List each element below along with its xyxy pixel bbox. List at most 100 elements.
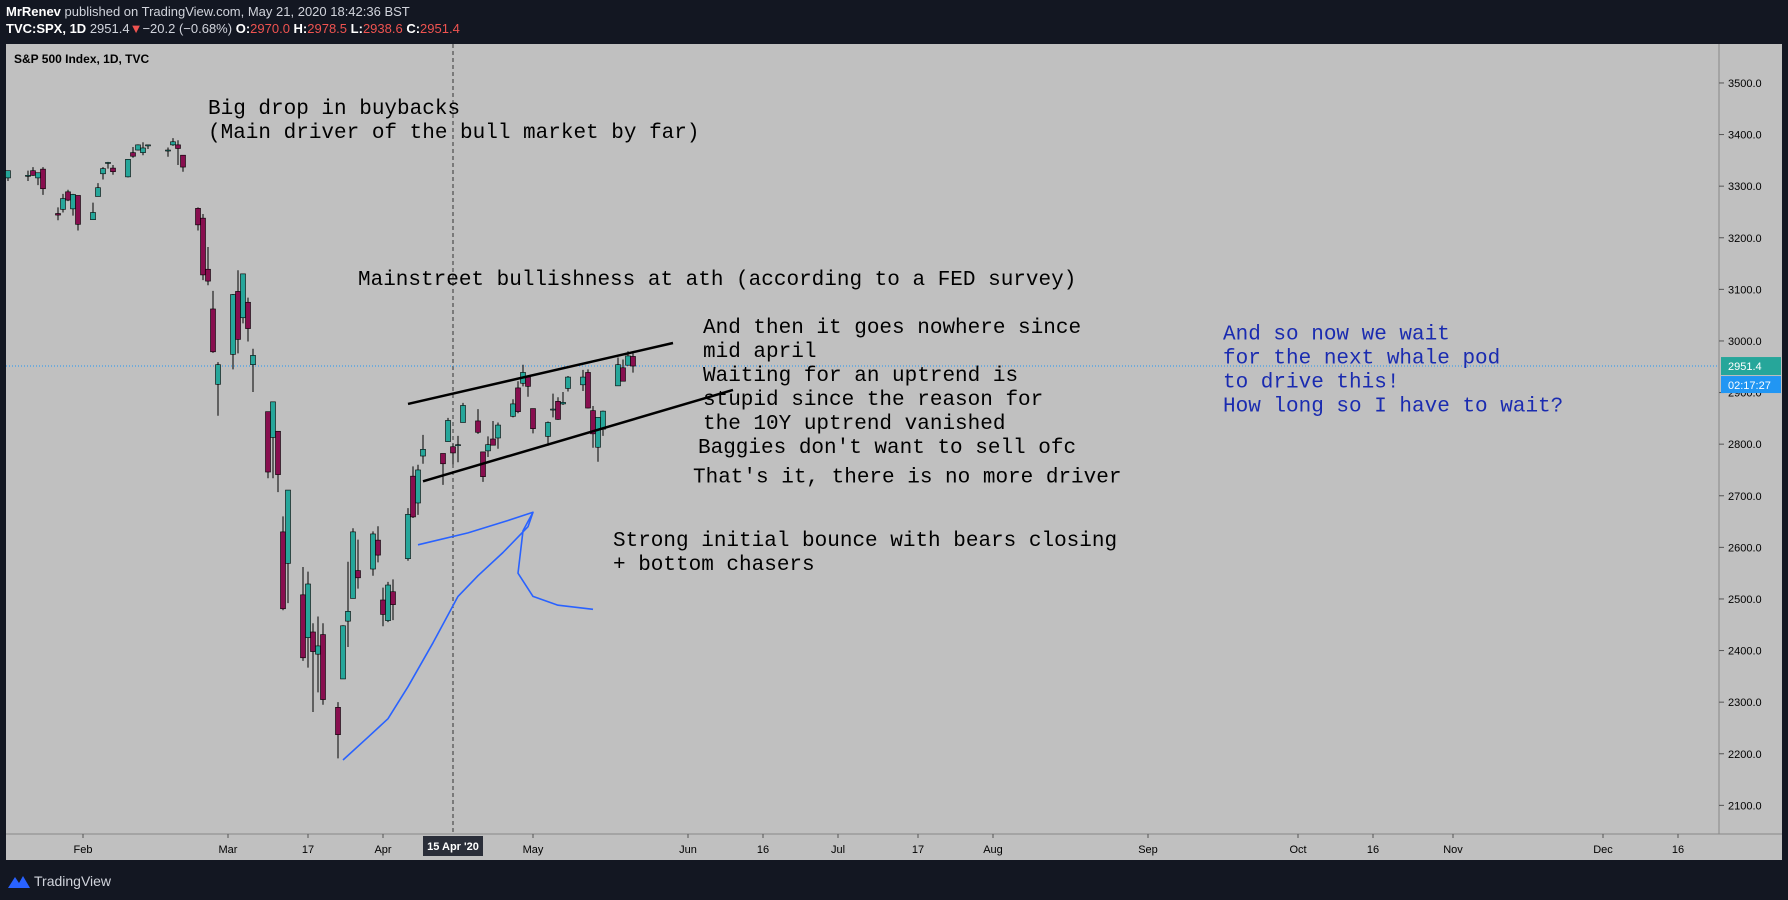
open-label: O:	[235, 21, 251, 36]
annotation-baggies-line-0: Baggies don't want to sell ofc	[698, 437, 1076, 460]
symbol-label[interactable]: TVC:SPX, 1D	[6, 21, 87, 36]
annotation-whale[interactable]: And so now we wait for the next whale pod…	[1223, 323, 1563, 418]
candles	[5, 138, 636, 759]
annotation-buybacks[interactable]: Big drop in buybacks (Main driver of the …	[208, 98, 699, 145]
y-tick-label-9: 2600.0	[1728, 542, 1762, 554]
candle-body-14	[110, 167, 116, 173]
freehand-drawing[interactable]	[342, 511, 594, 761]
annotation-mainstreet-line-0: Mainstreet bullishness at ath (according…	[358, 269, 1076, 292]
y-tick-label-12: 2300.0	[1728, 697, 1762, 709]
candle-body-62	[460, 405, 466, 423]
tradingview-icon	[8, 876, 30, 888]
candle-body-53	[390, 591, 396, 605]
candle-body-22	[175, 144, 181, 149]
candle-body-21	[170, 141, 176, 146]
y-tick-label-0: 3500.0	[1728, 78, 1762, 90]
candle-body-83	[615, 364, 621, 387]
candle-body-36	[275, 430, 281, 475]
x-tick-label-8: 17	[912, 844, 924, 856]
countdown-label: 02:17:27	[1728, 380, 1771, 392]
freehand-arrow-curve[interactable]	[342, 511, 594, 761]
candle-body-85	[625, 355, 631, 366]
x-tick-label-12: 16	[1367, 844, 1379, 856]
candle-body-24	[195, 208, 201, 226]
x-tick-label-0: Feb	[74, 844, 93, 856]
publish-info: MrRenev published on TradingView.com, Ma…	[6, 3, 410, 21]
candle-body-3	[35, 172, 41, 179]
annotation-nowhere[interactable]: And then it goes nowhere since mid april W…	[703, 317, 1081, 436]
publish-date: published on TradingView.com, May 21, 20…	[60, 4, 410, 19]
candle-body-78	[580, 376, 586, 386]
annotation-buybacks-line-0: Big drop in buybacks	[208, 98, 460, 121]
annotation-buybacks-line-1: (Main driver of the bull market by far)	[208, 122, 699, 145]
candle-body-2	[30, 170, 36, 176]
trendline-1[interactable]	[422, 388, 734, 483]
x-tick-label-14: Dec	[1593, 844, 1613, 856]
x-tick-label-3: Apr	[374, 844, 391, 856]
candle-body-49	[370, 533, 376, 570]
crosshair-date-box	[423, 836, 483, 856]
annotation-baggies[interactable]: Baggies don't want to sell ofc	[698, 437, 1076, 460]
candle-body-29	[230, 294, 236, 355]
candle-body-68	[510, 403, 516, 417]
candle-body-72	[530, 408, 536, 429]
candle-body-75	[555, 401, 561, 420]
candle-body-76	[560, 402, 566, 405]
candle-body-10	[90, 212, 96, 220]
candle-body-32	[245, 301, 251, 329]
candle-body-86	[630, 356, 636, 367]
candle-body-77	[565, 376, 571, 389]
x-tick-label-7: Jul	[831, 844, 845, 856]
annotation-nowhere-line-4: the 10Y uptrend vanished	[703, 413, 1005, 436]
y-tick-label-8: 2700.0	[1728, 491, 1762, 503]
annotation-bounce[interactable]: Strong initial bounce with bears closing…	[613, 530, 1117, 577]
annotation-driver[interactable]: That's it, there is no more driver	[693, 466, 1121, 489]
annotation-whale-line-1: for the next whale pod	[1223, 347, 1500, 370]
candle-body-17	[135, 144, 141, 151]
change-arrow-icon: ▼	[129, 21, 143, 36]
y-tick-label-11: 2400.0	[1728, 646, 1762, 658]
annotation-nowhere-line-0: And then it goes nowhere since	[703, 317, 1081, 340]
countdown-box	[1721, 376, 1781, 394]
last-price-box	[1721, 357, 1781, 376]
candle-body-15	[125, 159, 131, 178]
annotation-mainstreet[interactable]: Mainstreet bullishness at ath (according…	[358, 269, 1076, 292]
y-tick-label-3: 3200.0	[1728, 233, 1762, 245]
annotation-nowhere-line-2: Waiting for an uptrend is	[703, 365, 1018, 388]
candle-body-28	[215, 364, 221, 385]
annotation-whale-line-2: to drive this!	[1223, 371, 1399, 394]
freehand-arrow-stroke[interactable]	[417, 511, 534, 546]
crosshair-date-label: 15 Apr '20	[427, 841, 479, 853]
candle-body-31	[240, 273, 246, 319]
tradingview-logo[interactable]: TradingView	[8, 873, 111, 889]
candle-body-61	[455, 444, 461, 446]
trendlines[interactable]	[407, 341, 734, 483]
chart-area[interactable]: S&P 500 Index, 1D, TVC 3500.0 3400.0 3300.…	[0, 44, 1788, 864]
y-tick-label-7: 2800.0	[1728, 439, 1762, 451]
candle-body-63	[475, 420, 481, 433]
x-tick-label-11: Oct	[1289, 844, 1306, 856]
y-tick-label-14: 2100.0	[1728, 800, 1762, 812]
open-value: 2970.0	[250, 21, 290, 36]
author-name[interactable]: MrRenev	[6, 4, 61, 19]
x-tick-label-5: Jun	[679, 844, 697, 856]
annotations[interactable]: Big drop in buybacks (Main driver of the …	[208, 98, 1563, 577]
x-tick-label-9: Aug	[983, 844, 1003, 856]
candle-body-35	[270, 401, 276, 438]
candle-body-7	[65, 191, 71, 201]
candle-body-58	[440, 453, 446, 465]
candle-body-47	[350, 531, 356, 599]
candle-body-33	[250, 355, 256, 365]
y-tick-label-1: 3400.0	[1728, 130, 1762, 142]
time-axis[interactable]	[6, 834, 1782, 860]
candle-body-65	[485, 444, 491, 452]
price-axis[interactable]	[1719, 44, 1782, 834]
candle-body-57	[420, 449, 426, 457]
candle-body-0	[5, 170, 11, 179]
plot-background[interactable]	[6, 44, 1719, 834]
candle-body-30	[235, 291, 241, 340]
x-axis-ticks: Feb Mar 17 Apr May Jun 16 Jul 17 Aug Sep Oct 16 Nov De…	[74, 834, 1684, 856]
candle-body-42	[315, 645, 321, 655]
trendline-0[interactable]	[407, 341, 674, 406]
y-tick-label-2: 3300.0	[1728, 181, 1762, 193]
